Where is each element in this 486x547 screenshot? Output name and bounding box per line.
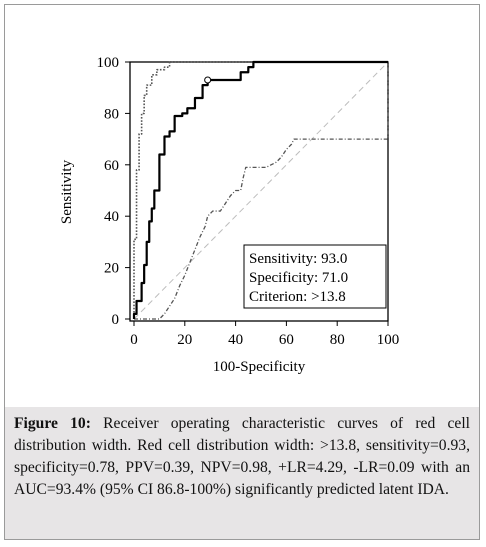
annotation-box: Sensitivity: 93.0 Specificity: 71.0 Crit… xyxy=(243,244,387,309)
y-tick-label: 100 xyxy=(97,55,120,71)
x-axis-label: 100-Specificity xyxy=(213,359,306,375)
series-dash-dot xyxy=(134,62,389,320)
y-tick-label: 80 xyxy=(104,106,119,122)
series-diagonal-reference xyxy=(133,61,389,320)
y-tick-label: 60 xyxy=(104,158,119,174)
annotation-box-border xyxy=(243,244,387,309)
criterion-marker xyxy=(204,76,212,84)
annotation-criterion: Criterion: >13.8 xyxy=(249,289,346,305)
y-tick-label: 20 xyxy=(104,261,119,277)
x-tick-label: 40 xyxy=(228,332,243,348)
annotation-sensitivity: Sensitivity: 93.0 xyxy=(249,251,347,267)
series-solid-thick xyxy=(132,60,388,319)
x-tick-label: 0 xyxy=(130,332,138,348)
x-tick-label: 20 xyxy=(177,332,192,348)
x-tick-label: 60 xyxy=(279,332,294,348)
ticks-layer: 0 20 40 60 80 100 0 20 40 60 80 100 xyxy=(97,55,400,348)
x-tick-label: 80 xyxy=(330,332,345,348)
series-layer xyxy=(132,60,389,320)
caption-text: Receiver operating characteristic curves… xyxy=(14,415,470,498)
figure-frame: 0 20 40 60 80 100 0 20 40 60 80 100 Sensitivity: 93… xyxy=(4,4,480,540)
y-tick-label: 40 xyxy=(104,209,119,225)
roc-chart: 0 20 40 60 80 100 0 20 40 60 80 100 Sensitivity: 93… xyxy=(59,55,400,375)
caption-label: Figure 10: xyxy=(14,415,91,432)
figure-caption: Figure 10: Receiver operating characteri… xyxy=(5,407,479,539)
y-axis-label: Sensitivity xyxy=(59,159,75,224)
x-tick-label: 100 xyxy=(377,332,400,348)
y-tick-label: 0 xyxy=(112,312,120,328)
annotation-specificity: Specificity: 71.0 xyxy=(249,270,348,286)
